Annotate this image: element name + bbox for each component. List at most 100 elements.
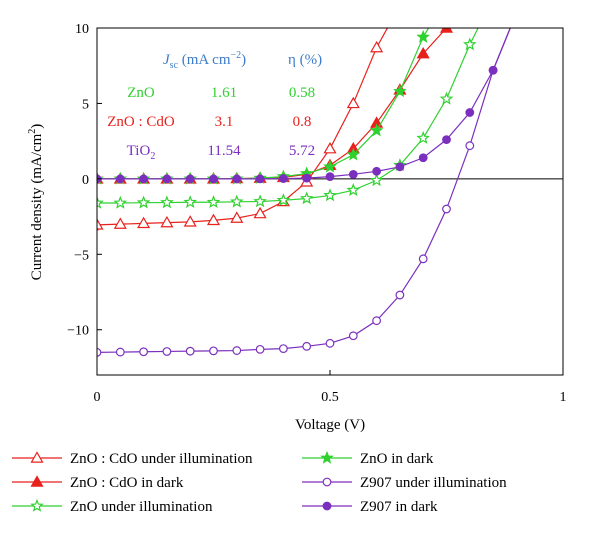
inset-row-jsc: 11.54 [207, 143, 241, 159]
data-point [465, 141, 475, 151]
data-point [393, 84, 407, 98]
inset-row-eta: 0.58 [289, 85, 315, 101]
data-point [302, 173, 312, 183]
data-point [206, 213, 221, 226]
inset-header-eta: η (%) [288, 52, 322, 68]
data-point [113, 217, 127, 229]
series-z907-under-illumination [97, 9, 521, 357]
legend-label: ZnO : CdO under illumination [70, 451, 253, 467]
y-axis-title-end: ) [29, 124, 45, 129]
data-point [464, 0, 475, 2]
data-point [348, 331, 358, 341]
data-point [206, 195, 221, 209]
data-point [276, 193, 291, 207]
data-point [115, 174, 125, 184]
data-point [185, 346, 195, 356]
jsc-unit-sup: −2 [231, 50, 242, 61]
inset-row-label: TiO2 [127, 143, 156, 162]
data-point [185, 174, 195, 184]
data-point [395, 162, 405, 172]
data-point [183, 215, 197, 227]
series-line-zno-under-illumination [97, 28, 479, 204]
data-point [160, 215, 174, 228]
data-point [488, 0, 498, 2]
data-point [418, 153, 428, 163]
x-tick-label: 0 [94, 390, 101, 405]
x-tick-label: 0.5 [321, 390, 339, 405]
legend-swatch-marker [30, 475, 44, 487]
y-tick-label: −5 [74, 248, 89, 263]
legend-item-z907-in-dark: Z907 in dark [302, 499, 438, 515]
axis-ticks: 0 0.5 1 −10 −5 0 5 10 [67, 22, 566, 405]
series-zno-cdo-under-illumination [97, 28, 389, 231]
inset-row-jsc: 3.1 [215, 114, 234, 130]
data-point [369, 173, 384, 187]
legend-swatch-marker [322, 501, 332, 511]
legend-label: ZnO under illumination [70, 499, 213, 515]
legend-swatch-marker [30, 498, 44, 512]
inset-row-eta: 0.8 [293, 114, 312, 130]
data-point [439, 28, 454, 33]
legend-label: ZnO : CdO in dark [70, 475, 184, 491]
legend-item-zno-cdo-in-dark: ZnO : CdO in dark [12, 475, 184, 491]
data-point [325, 172, 335, 182]
legend: ZnO : CdO under illumination ZnO : CdO in… [12, 450, 507, 515]
data-point [113, 195, 128, 209]
series-layer [97, 0, 521, 357]
jsc-unit: (mA cm [178, 52, 231, 68]
data-point [372, 316, 382, 326]
inset-row-label: ZnO : CdO [107, 114, 175, 130]
data-point [416, 131, 430, 144]
legend-swatch-marker [30, 451, 44, 463]
data-point [160, 195, 174, 209]
data-point [209, 346, 218, 356]
data-point [513, 9, 521, 17]
data-point [136, 195, 151, 209]
data-point [230, 211, 244, 223]
data-point [325, 338, 335, 348]
data-point [372, 166, 382, 176]
series-zno-under-illumination [97, 0, 498, 209]
legend-item-zno-in-dark: ZnO in dark [302, 450, 434, 467]
data-point [439, 91, 454, 105]
data-point [232, 174, 242, 184]
data-point [348, 169, 358, 179]
data-point [302, 341, 312, 351]
data-point [323, 141, 337, 154]
jsc-unit-end: ) [241, 52, 246, 68]
inset-table: Jsc (mA cm−2) η (%) ZnO 1.61 0.58 ZnO : CdO 3.… [107, 50, 322, 162]
data-point [513, 9, 521, 17]
data-point [97, 218, 104, 230]
data-point [162, 174, 172, 184]
data-point [137, 216, 151, 229]
data-point [442, 135, 451, 145]
data-point [416, 46, 430, 59]
legend-item-z907-under-illumination: Z907 under illumination [302, 475, 507, 491]
data-point [255, 344, 265, 354]
data-point [162, 347, 172, 356]
legend-item-zno-cdo-under-illumination: ZnO : CdO under illumination [12, 451, 253, 467]
legend-swatch-marker [320, 450, 334, 464]
y-tick-label: 5 [82, 97, 89, 112]
inset-row-jsc: 1.61 [211, 85, 237, 101]
y-axis-title-sup: 2 [27, 129, 38, 134]
data-point [323, 159, 337, 173]
legend-label: ZnO in dark [360, 451, 434, 467]
data-point [97, 347, 102, 357]
data-point [442, 204, 451, 214]
y-tick-label: 0 [82, 173, 89, 188]
y-axis-title: Current density (mA/cm2) [27, 124, 45, 281]
data-point [115, 347, 125, 357]
x-tick-label: 1 [560, 390, 567, 405]
jsc-subscript: sc [170, 60, 179, 71]
data-point [139, 174, 149, 184]
data-point [255, 174, 265, 184]
data-point [395, 290, 405, 300]
y-tick-label: 10 [75, 22, 89, 37]
legend-label: Z907 in dark [360, 499, 438, 515]
data-point [97, 195, 104, 209]
legend-label: Z907 under illumination [360, 475, 507, 491]
inset-header-jsc: Jsc (mA cm−2) [163, 50, 246, 71]
inset-row-eta: 5.72 [289, 143, 315, 159]
